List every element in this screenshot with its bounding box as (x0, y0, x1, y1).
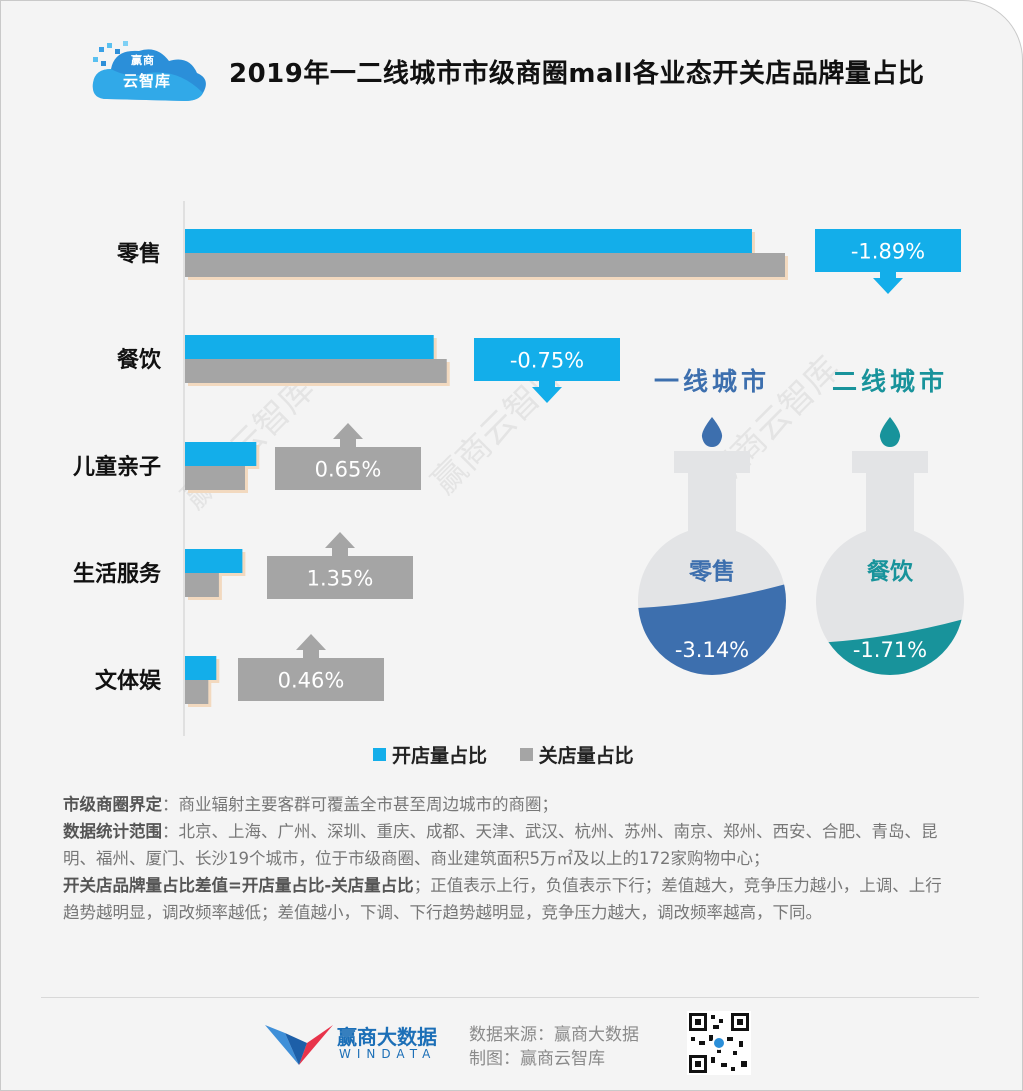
up-arrow-icon (333, 423, 363, 447)
difference-label: 0.46% (278, 669, 345, 693)
tier-label: 二线城市 (832, 367, 948, 396)
note-text-3: ；正值表示上行，负值表示下行；差值越大，竞争压力越小，上调、上行趋势越明显，调改… (63, 876, 942, 922)
logo-line1: 赢商 (131, 54, 155, 67)
flask-liquid (816, 619, 964, 675)
logo-line2: 云智库 (123, 72, 172, 90)
note-term-1: 市级商圈界定 (63, 795, 162, 814)
legend-close: 关店量占比 (519, 741, 634, 768)
flask-body (816, 451, 965, 675)
brand-logo: 赢商 云智库 (89, 39, 209, 107)
difference-box (474, 338, 620, 381)
windata-logo: 赢商大数据 WINDATA (263, 1021, 463, 1069)
footer-divider (41, 997, 979, 998)
windata-cn: 赢商大数据 (337, 1025, 437, 1049)
up-arrow-icon (325, 532, 355, 556)
windata-mark-icon (265, 1025, 333, 1065)
flask-value: -3.14% (675, 638, 749, 662)
difference-label: -1.89% (851, 240, 925, 264)
chart-legend: 开店量占比 关店量占比 (373, 741, 660, 768)
flask-liquid (638, 584, 786, 675)
bar-open (185, 656, 217, 680)
note-text-2: ：北京、上海、广州、深圳、重庆、成都、天津、武汉、杭州、苏州、南京、郑州、西安、… (63, 822, 938, 868)
bar-open (185, 549, 243, 573)
bar-close (185, 680, 209, 704)
flask-value: -1.71% (853, 638, 927, 662)
difference-box (815, 229, 961, 272)
category-label: 儿童亲子 (72, 454, 161, 480)
legend-close-swatch (519, 748, 533, 761)
source-text: 数据来源：赢商大数据 (469, 1025, 639, 1045)
legend-close-label: 关店量占比 (538, 745, 634, 767)
bar-close (185, 253, 785, 277)
difference-label: 1.35% (307, 567, 374, 591)
difference-label: -0.75% (510, 349, 584, 373)
bar-close (185, 573, 219, 597)
made-by-text: 制图：赢商云智库 (469, 1049, 605, 1069)
category-label: 生活服务 (73, 562, 162, 587)
qr-code-icon (687, 1011, 751, 1075)
drop-icon (701, 417, 723, 447)
difference-box (267, 556, 413, 599)
drop-icon (879, 417, 901, 447)
windata-en: WINDATA (339, 1047, 437, 1061)
cloud-logo-icon (92, 41, 206, 101)
down-arrow-icon (532, 381, 562, 403)
bar-series-layer (185, 229, 788, 707)
bar-close (185, 466, 245, 490)
legend-open: 开店量占比 (373, 741, 487, 768)
up-arrow-icon (296, 634, 326, 658)
bar-open (185, 442, 257, 466)
note-term-2: 数据统计范围 (63, 822, 162, 841)
bar-open (185, 335, 434, 359)
flask-category: 餐饮 (867, 558, 914, 585)
difference-box (238, 658, 384, 701)
page-title: 2019年一二线城市市级商圈mall各业态开关店品牌量占比 (229, 59, 925, 89)
category-label: 零售 (116, 241, 161, 267)
category-label: 文体娱 (95, 668, 162, 694)
bar-open (185, 229, 752, 253)
category-label: 餐饮 (117, 348, 162, 373)
difference-box (275, 447, 421, 490)
bar-close (185, 359, 447, 383)
source-block: 数据来源：赢商大数据 制图：赢商云智库 (469, 1023, 639, 1071)
legend-open-label: 开店量占比 (392, 745, 488, 767)
flask-category: 零售 (688, 558, 735, 585)
tier-label: 一线城市 (654, 367, 770, 396)
difference-label: 0.65% (315, 458, 382, 482)
legend-open-swatch (373, 748, 386, 761)
definition-notes: 市级商圈界定：商业辐射主要客群可覆盖全市甚至周边城市的商圈； 数据统计范围：北京… (63, 791, 953, 926)
note-term-3: 开关店品牌量占比差值=开店量占比-关店量占比 (63, 876, 414, 895)
note-text-1: ：商业辐射主要客群可覆盖全市甚至周边城市的商圈； (162, 795, 558, 814)
difference-callouts: -1.89% -0.75% 0.65% 1.35% 0.46% (238, 229, 961, 701)
down-arrow-icon (873, 272, 903, 294)
